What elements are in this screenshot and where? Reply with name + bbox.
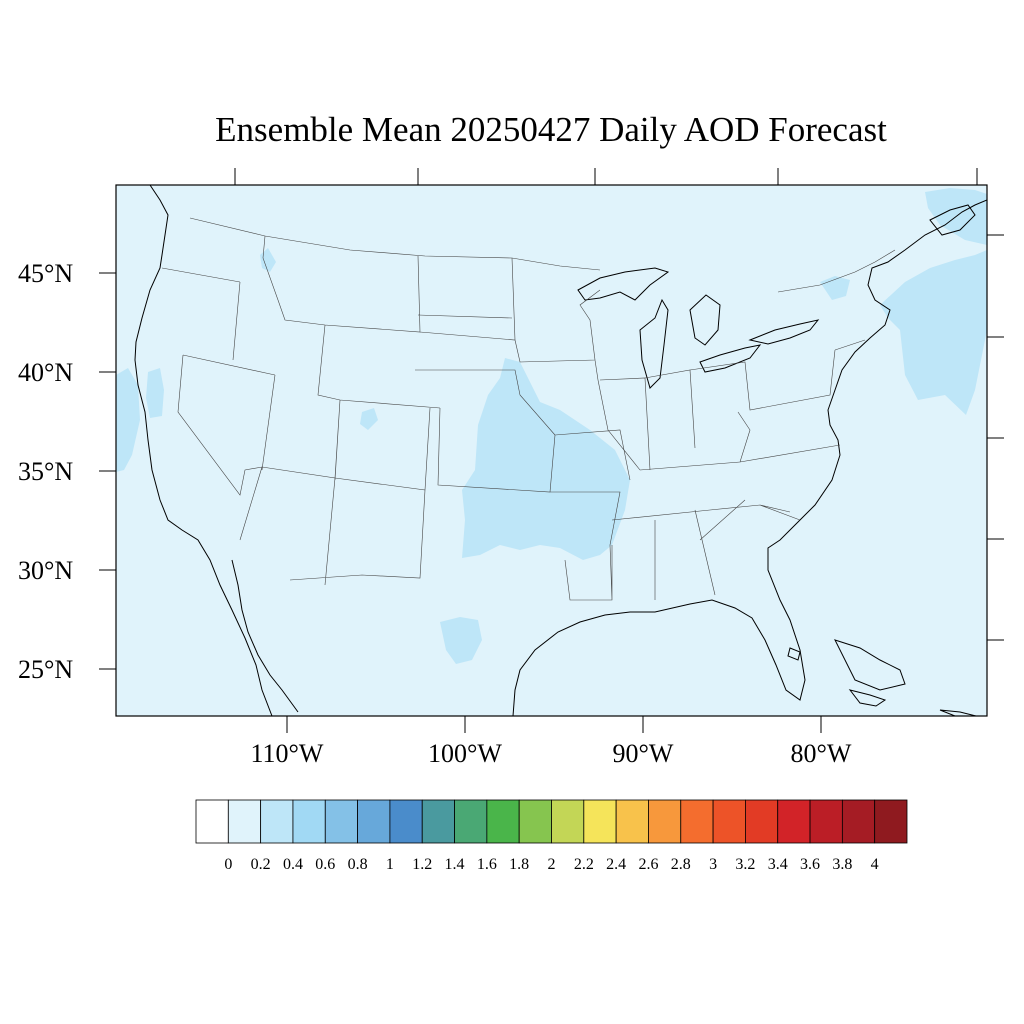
colorbar-label: 3.4 — [768, 856, 788, 873]
colorbar-swatch — [648, 799, 682, 844]
colorbar-label: 0.8 — [348, 856, 368, 873]
aod-region-northeast-atlantic — [880, 250, 987, 415]
colorbar-swatch — [809, 799, 843, 844]
colorbar: 0 0.2 0.4 0.6 0.8 1 1.2 1.4 1.6 1.8 2 2.2 2.4 2.6 2.8 3… — [195, 799, 908, 873]
colorbar-label: 1.8 — [509, 856, 529, 873]
colorbar-swatch — [195, 799, 229, 844]
aod-region-southern-plains — [462, 358, 630, 560]
lat-label: 45°N — [18, 259, 73, 288]
colorbar-swatch — [227, 799, 262, 844]
colorbar-label: 1.4 — [445, 856, 465, 873]
lon-label: 80°W — [791, 739, 852, 768]
us-coast-outline — [134, 185, 987, 716]
colorbar-swatch — [324, 799, 358, 844]
map-ticks — [99, 168, 1004, 733]
colorbar-swatch — [551, 799, 585, 844]
colorbar-swatch — [615, 799, 649, 844]
colorbar-label: 2.8 — [671, 856, 691, 873]
colorbar-swatch — [745, 799, 779, 844]
map-frame — [115, 184, 988, 717]
colorbar-label: 1 — [386, 856, 394, 873]
colorbar-label: 0.2 — [251, 856, 271, 873]
lon-label: 100°W — [428, 739, 502, 768]
lat-label: 40°N — [18, 358, 73, 387]
colorbar-label: 3 — [709, 856, 717, 873]
aod-region-south-texas — [440, 617, 482, 664]
longitude-labels: 110°W 100°W 90°W 80°W — [251, 739, 852, 768]
colorbar-label: 2.2 — [574, 856, 594, 873]
colorbar-swatch — [518, 799, 552, 844]
colorbar-label: 2.4 — [606, 856, 626, 873]
colorbar-swatch — [583, 799, 617, 844]
colorbar-swatch — [680, 799, 714, 844]
colorbar-label: 0.4 — [283, 856, 303, 873]
colorbar-swatch — [421, 799, 455, 844]
colorbar-swatch — [841, 799, 876, 844]
coastlines — [134, 185, 987, 716]
lat-label: 25°N — [18, 655, 73, 684]
colorbar-swatch — [712, 799, 746, 844]
colorbar-label: 2.6 — [638, 856, 658, 873]
colorbar-label: 0 — [224, 856, 232, 873]
colorbar-swatch — [777, 799, 811, 844]
colorbar-swatch — [874, 799, 908, 844]
colorbar-swatch — [486, 799, 520, 844]
state-lines — [161, 235, 866, 601]
aod-region-colorado — [360, 408, 378, 430]
great-lakes — [577, 267, 820, 389]
state-borders — [161, 217, 896, 601]
colorbar-label: 1.2 — [412, 856, 432, 873]
colorbar-label: 3.6 — [800, 856, 820, 873]
islands — [787, 204, 977, 716]
colorbar-swatch — [260, 799, 294, 844]
lon-label: 110°W — [251, 739, 324, 768]
lon-label: 90°W — [613, 739, 674, 768]
colorbar-label: 1.6 — [477, 856, 497, 873]
lat-label: 30°N — [18, 556, 73, 585]
colorbar-swatch — [292, 799, 326, 844]
colorbar-swatch — [454, 799, 488, 844]
aod-region-montana — [260, 248, 276, 272]
colorbar-label: 0.6 — [315, 856, 335, 873]
aod-region-west-coast — [116, 368, 140, 472]
colorbar-swatch — [357, 799, 391, 844]
latitude-labels: 45°N 40°N 35°N 30°N 25°N — [18, 259, 73, 684]
colorbar-label: 4 — [871, 856, 879, 873]
colorbar-swatch — [389, 799, 423, 844]
map-panel: 45°N 40°N 35°N 30°N 25°N 110°W 100°W 90°… — [18, 168, 1004, 768]
colorbar-label: 3.2 — [735, 856, 755, 873]
figure-title: Ensemble Mean 20250427 Daily AOD Forecas… — [215, 110, 887, 149]
lat-label: 35°N — [18, 457, 73, 486]
colorbar-label: 3.8 — [832, 856, 852, 873]
colorbar-label: 2 — [548, 856, 556, 873]
aod-region-california — [146, 368, 164, 418]
